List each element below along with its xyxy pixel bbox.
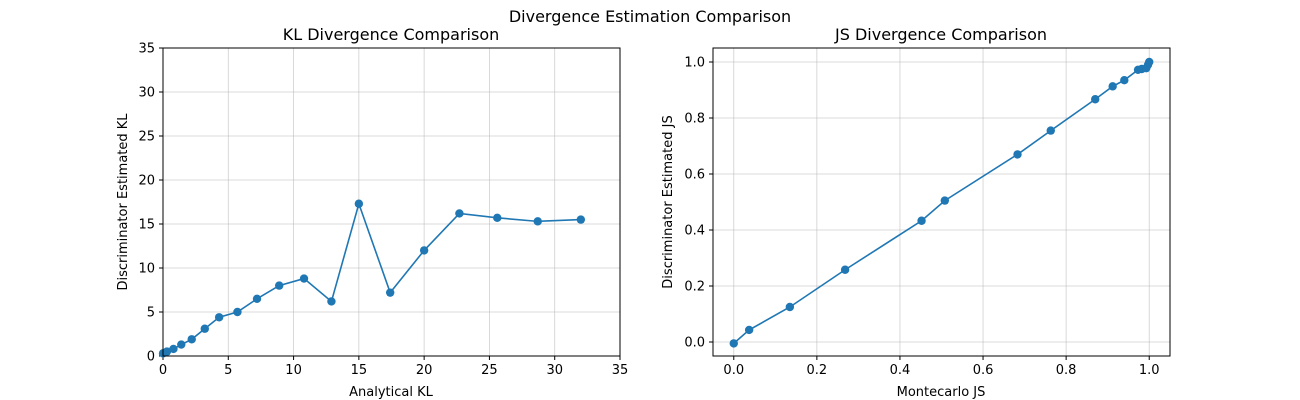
kl-x-tick-label: 5 bbox=[224, 363, 232, 378]
js-x-tick-label: 0.2 bbox=[807, 363, 828, 378]
js-axes-frame bbox=[712, 47, 1171, 357]
js-ticks: 0.0 0.2 0.4 0.6 0.8 1.0 0.0 0.2 0.4 0.6 0.8 1.0 bbox=[684, 56, 1159, 379]
kl-y-tick-label: 0 bbox=[147, 350, 155, 365]
kl-x-tick-label: 15 bbox=[351, 363, 368, 378]
kl-chart-title: KL Divergence Comparison bbox=[283, 25, 500, 44]
kl-x-tick-label: 0 bbox=[159, 363, 167, 378]
kl-y-tick-label: 10 bbox=[138, 262, 155, 277]
kl-x-axis-label: Analytical KL bbox=[349, 385, 433, 400]
kl-data-point bbox=[162, 347, 172, 356]
kl-data-point bbox=[533, 217, 542, 226]
js-x-tick-label: 1.0 bbox=[1139, 363, 1160, 378]
kl-data-point bbox=[385, 288, 395, 297]
kl-data-point bbox=[419, 246, 429, 255]
js-grid bbox=[713, 48, 1170, 356]
js-data-point bbox=[1108, 82, 1117, 91]
kl-data-point bbox=[252, 294, 262, 303]
kl-x-tick-label: 30 bbox=[546, 363, 563, 378]
js-data-point bbox=[1120, 76, 1129, 85]
js-x-axis-label: Montecarlo JS bbox=[897, 385, 986, 400]
kl-x-tick-label: 10 bbox=[285, 363, 302, 378]
js-data-point bbox=[1145, 57, 1154, 67]
js-data-point bbox=[729, 339, 738, 348]
kl-data-point bbox=[187, 335, 196, 344]
kl-axes-frame bbox=[162, 47, 621, 357]
kl-points bbox=[158, 199, 586, 358]
js-y-tick-label: 0.4 bbox=[684, 224, 705, 239]
kl-x-tick-label: 35 bbox=[612, 363, 629, 378]
js-x-tick-label: 0.6 bbox=[973, 363, 994, 378]
kl-data-point bbox=[169, 344, 178, 354]
kl-series-line bbox=[162, 201, 581, 355]
kl-y-tick-label: 35 bbox=[138, 42, 155, 57]
kl-data-point bbox=[200, 324, 209, 333]
js-x-tick-label: 0.0 bbox=[723, 363, 744, 378]
kl-y-tick-label: 25 bbox=[138, 130, 155, 145]
js-data-point bbox=[917, 216, 926, 225]
kl-divergence-chart: KL Divergence Comparison 0 5 10 15 20 25 30 350… bbox=[116, 25, 628, 400]
js-data-point bbox=[744, 325, 754, 335]
js-y-tick-label: 0.8 bbox=[684, 112, 705, 127]
js-y-tick-label: 1.0 bbox=[684, 56, 705, 71]
kl-data-point bbox=[214, 313, 224, 322]
js-y-tick-label: 0.2 bbox=[684, 280, 705, 295]
js-y-tick-label: 0.6 bbox=[684, 168, 705, 183]
js-y-axis-label: Discriminator Estimated JS bbox=[661, 115, 676, 288]
js-x-tick-label: 0.8 bbox=[1056, 363, 1077, 378]
kl-data-point bbox=[299, 274, 309, 283]
js-divergence-chart: JS Divergence Comparison 0.0 0.2 0.4 0.6 0.8… bbox=[661, 25, 1171, 400]
kl-y-tick-label: 15 bbox=[138, 218, 155, 233]
kl-x-tick-label: 25 bbox=[481, 363, 498, 378]
kl-x-tick-label: 20 bbox=[416, 363, 433, 378]
js-data-point bbox=[1046, 126, 1055, 135]
kl-grid bbox=[162, 47, 621, 357]
figure-suptitle: Divergence Estimation Comparison bbox=[509, 7, 791, 26]
kl-data-point bbox=[354, 199, 364, 208]
js-data-point bbox=[785, 302, 795, 312]
kl-data-point bbox=[327, 297, 336, 306]
kl-data-point bbox=[275, 281, 284, 290]
js-data-point bbox=[1091, 95, 1100, 104]
kl-ticks: 0 5 10 15 20 25 30 35 0 5 10 15 20 25 30 35 bbox=[138, 42, 628, 379]
kl-data-point bbox=[493, 213, 502, 223]
js-data-point bbox=[1013, 150, 1022, 159]
kl-data-point bbox=[177, 340, 186, 349]
js-chart-title: JS Divergence Comparison bbox=[834, 25, 1047, 44]
kl-y-axis-label: Discriminator Estimated KL bbox=[116, 113, 131, 291]
js-data-point bbox=[840, 265, 850, 274]
kl-data-point bbox=[576, 215, 586, 224]
js-points bbox=[729, 57, 1154, 348]
kl-y-tick-label: 30 bbox=[138, 86, 155, 101]
kl-y-tick-label: 20 bbox=[138, 174, 155, 189]
kl-y-tick-label: 5 bbox=[147, 306, 155, 321]
js-data-point bbox=[940, 196, 950, 205]
kl-data-point bbox=[455, 209, 464, 218]
kl-data-point bbox=[233, 307, 242, 317]
js-x-tick-label: 0.4 bbox=[890, 363, 911, 378]
js-y-tick-label: 0.0 bbox=[684, 336, 705, 351]
